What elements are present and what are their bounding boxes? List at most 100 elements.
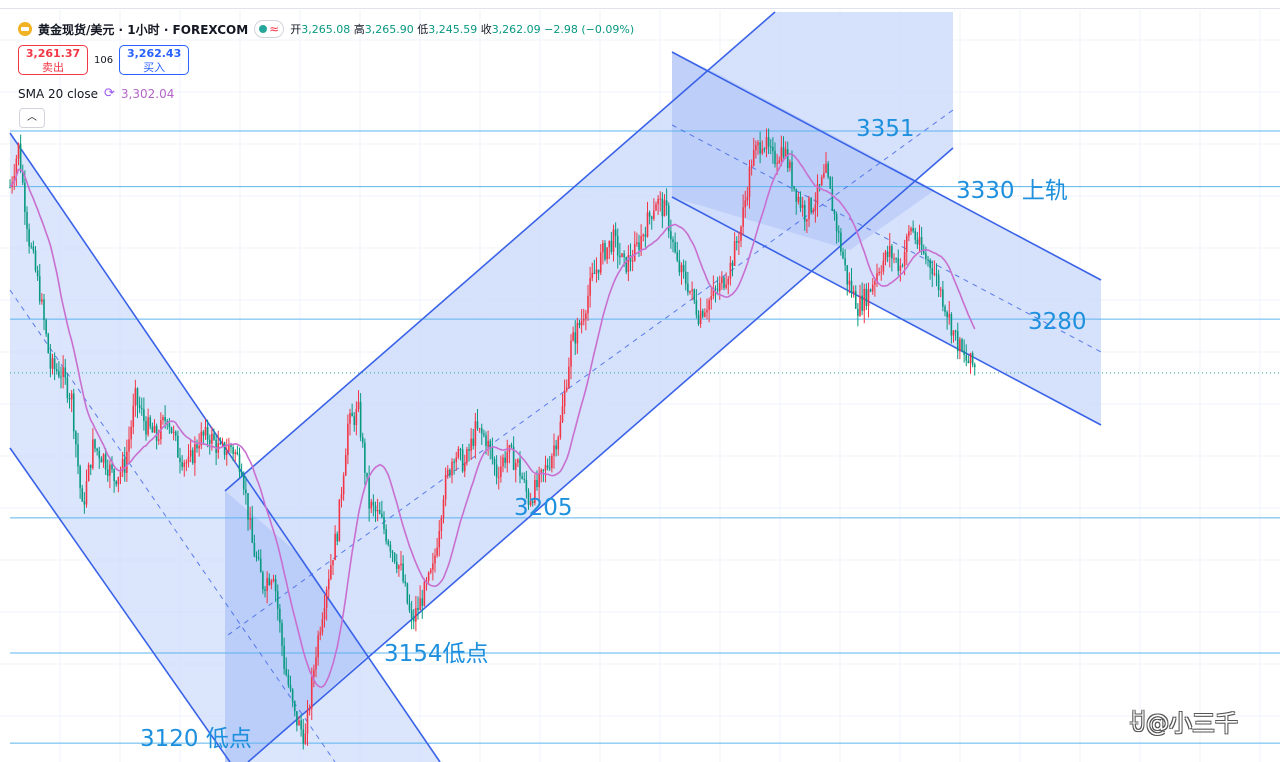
candle-body xyxy=(746,196,749,201)
buy-button[interactable]: 3,262.43 买入 xyxy=(119,45,190,75)
candle-body xyxy=(449,469,451,476)
candle-body xyxy=(36,270,39,277)
candle-body xyxy=(878,271,880,274)
candle-body xyxy=(774,150,776,165)
candle-body xyxy=(844,258,846,266)
candle-body xyxy=(589,278,591,296)
candle-body xyxy=(801,204,804,208)
candle-body xyxy=(183,462,186,467)
candle-body xyxy=(143,409,145,422)
candle-body xyxy=(359,401,362,438)
candle-body xyxy=(115,481,118,485)
candle-body xyxy=(517,459,519,463)
candle-body xyxy=(636,242,638,244)
candle-body xyxy=(899,265,902,271)
candle-body xyxy=(905,236,908,252)
candle-body xyxy=(684,271,687,284)
candle-body xyxy=(791,161,793,187)
candle-body xyxy=(621,253,623,258)
candle-body xyxy=(402,563,404,582)
candle-body xyxy=(610,240,613,252)
candle-body xyxy=(485,435,487,446)
candle-body xyxy=(914,231,917,240)
candle-body xyxy=(825,163,827,173)
market-open-dot-icon xyxy=(259,25,268,33)
symbol-title[interactable]: 黄金现货/美元 · 1小时 · FOREXCOM xyxy=(38,22,249,37)
candle-body xyxy=(106,469,109,476)
channel-line-1-1 xyxy=(247,147,954,762)
candle-body xyxy=(132,405,135,427)
candle-body xyxy=(149,417,152,427)
candle-body xyxy=(504,457,506,463)
refresh-icon[interactable]: ⟳ xyxy=(104,86,115,101)
candle-body xyxy=(15,158,18,176)
candle-body xyxy=(463,463,466,472)
candle-body xyxy=(51,358,54,369)
market-status-pill[interactable]: ≈ xyxy=(254,20,285,38)
indicator-legend[interactable]: SMA 20 close ⟳ 3,302.04 xyxy=(18,86,174,101)
candle-body xyxy=(614,229,617,237)
candle-body xyxy=(100,458,103,463)
candle-body xyxy=(903,251,906,266)
candle-body xyxy=(602,243,604,253)
sell-button[interactable]: 3,261.37 卖出 xyxy=(18,45,88,75)
candle-body xyxy=(529,501,532,505)
candle-body xyxy=(827,163,829,177)
candle-body xyxy=(954,330,957,332)
candle-body xyxy=(797,196,800,202)
candle-body xyxy=(457,448,460,458)
candle-body xyxy=(718,283,721,291)
candle-body xyxy=(285,668,288,676)
candle-body xyxy=(96,448,98,451)
candle-body xyxy=(461,449,464,472)
candle-body xyxy=(19,143,22,172)
candle-body xyxy=(221,442,224,444)
candle-body xyxy=(55,369,58,372)
top-border xyxy=(0,8,1280,9)
candle-body xyxy=(502,457,504,467)
candle-body xyxy=(13,175,16,183)
candle-body xyxy=(211,433,213,444)
spread-value: 106 xyxy=(94,54,114,66)
candle-body xyxy=(969,353,972,364)
candle-body xyxy=(557,437,560,450)
candle-body xyxy=(272,579,275,582)
candle-body xyxy=(389,544,392,552)
candle-body xyxy=(759,142,761,154)
candle-body xyxy=(147,417,149,435)
candle-body xyxy=(939,289,942,291)
candle-body xyxy=(344,454,347,476)
candle-body xyxy=(87,464,90,482)
candle-body xyxy=(313,669,315,677)
candle-body xyxy=(232,447,234,455)
collapse-legend-button[interactable]: ︿ xyxy=(19,108,45,128)
candle-body xyxy=(744,200,747,208)
candle-body xyxy=(191,450,194,464)
candle-body xyxy=(168,423,171,428)
channel-mid-2 xyxy=(671,124,1102,353)
low-value: 3,245.59 xyxy=(428,23,478,36)
candle-body xyxy=(608,240,611,248)
candle-body xyxy=(619,255,621,258)
buy-price: 3,262.43 xyxy=(126,47,182,60)
candle-body xyxy=(865,288,868,306)
candle-body xyxy=(400,563,402,566)
candle-body xyxy=(859,295,861,316)
candle-body xyxy=(293,701,296,712)
candle-body xyxy=(587,295,589,314)
candle-body xyxy=(574,332,577,344)
candle-body xyxy=(393,553,396,562)
candle-body xyxy=(319,632,322,636)
candle-body xyxy=(612,229,615,252)
candle-body xyxy=(761,148,764,154)
candle-body xyxy=(937,274,940,291)
candle-body xyxy=(442,499,445,518)
candle-body xyxy=(514,462,517,470)
candle-body xyxy=(109,464,111,476)
channel-line-2-0 xyxy=(671,51,1102,281)
candle-body xyxy=(206,426,209,440)
candle-body xyxy=(810,197,812,212)
candle-body xyxy=(946,312,948,318)
annotation-3280: 3280 xyxy=(1028,309,1087,335)
